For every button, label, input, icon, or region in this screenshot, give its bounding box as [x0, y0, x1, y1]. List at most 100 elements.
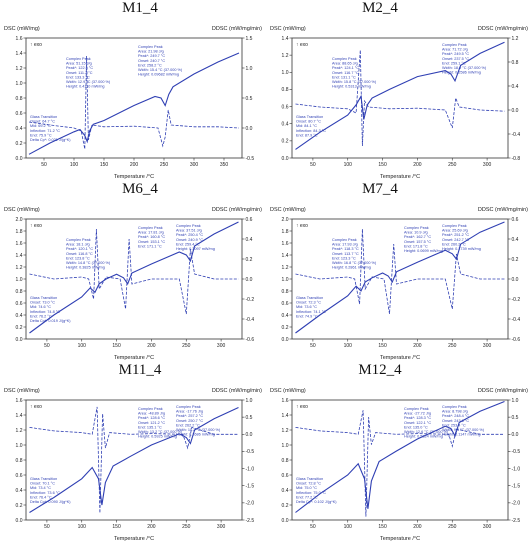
- x-axis-label: Temperature /°C: [114, 355, 154, 361]
- left-axis-label: DSC (mW/mg): [4, 207, 40, 213]
- x-tick-label: 200: [130, 162, 139, 168]
- y-tick-label: 1.0: [282, 277, 289, 283]
- left-axis-label: DSC (mW/mg): [270, 26, 306, 32]
- annotation-line: Mid: 69.2 °C: [30, 124, 51, 128]
- dsc-chart-m6: DSC (mW/mg) DDSC (mW/mg/min) ↑ exo Temperat…: [2, 203, 264, 361]
- y2-tick-label: -0.5: [246, 449, 255, 455]
- exo-indicator: ↑ exo: [30, 42, 42, 48]
- y2-tick-label: -0.4: [512, 317, 521, 323]
- y-tick-label: 0.0: [16, 337, 23, 343]
- y2-tick-label: -0.5: [246, 156, 255, 162]
- y-tick-label: 0.8: [282, 289, 289, 295]
- y-tick-label: 0.0: [16, 156, 23, 162]
- annotation-line: Width: 9.4 °C (37.000 %): [442, 428, 485, 432]
- y-tick-label: 0.6: [282, 473, 289, 479]
- right-axis-label: DDSC (mW/mg/min): [212, 26, 262, 32]
- annotation-line: End: 123.8 °C: [66, 256, 90, 260]
- y2-tick-label: 0.0: [512, 277, 519, 283]
- annotation-line: Area: -48.89 J/g: [138, 412, 165, 416]
- x-axis-label: Temperature /°C: [114, 174, 154, 180]
- annotation-line: Complex Peak: [138, 407, 163, 411]
- annotation-line: Mid: 73.6 °C: [296, 305, 317, 309]
- x-tick-label: 150: [112, 343, 121, 349]
- chart-svg: DSC (mW/mg) DDSC (mW/mg/min) ↑ exo Temperat…: [4, 388, 262, 542]
- annotation-line: Height: 0.4110 mW/mg: [66, 85, 105, 89]
- y-tick-label: 1.6: [16, 398, 23, 404]
- annotation-line: Height: 0.5824 mW/mg: [404, 435, 443, 439]
- y2-tick-label: 0.5: [246, 415, 253, 421]
- y-tick-label: 0.0: [282, 156, 289, 162]
- y-tick-label: 0.2: [282, 503, 289, 509]
- ddsc-series-line: [29, 228, 239, 315]
- annotation-line: Height: 0.3097 mW/mg: [176, 247, 215, 251]
- annotation-line: Onset: 121.2 °C: [138, 421, 165, 425]
- y-tick-label: 0.8: [16, 458, 23, 464]
- y-tick-label: 0.6: [16, 111, 23, 117]
- chart-svg: DSC (mW/mg) DDSC (mW/mg/min) ↑ exo Temperat…: [270, 388, 528, 542]
- annotation-line: Width: 13.2 °C (37.000 %): [138, 430, 183, 434]
- y-tick-label: 1.4: [282, 413, 289, 419]
- x-tick-label: 150: [378, 343, 387, 349]
- annotation-line: Onset: 242.7 °C: [442, 238, 469, 242]
- annotation-line: Complex Peak: [176, 224, 201, 228]
- x-tick-label: 100: [344, 524, 353, 530]
- x-tick-label: 300: [217, 343, 226, 349]
- y-tick-label: 1.8: [16, 229, 23, 235]
- y-tick-label: 0.4: [282, 488, 289, 494]
- x-tick-label: 200: [413, 343, 422, 349]
- right-axis-label: DDSC (mW/mg/min): [478, 26, 528, 32]
- annotation-line: End: 253.4 °C: [442, 423, 466, 427]
- x-axis-label: Temperature /°C: [380, 536, 420, 542]
- annotation-line: Inflection: 74.8 °C: [30, 310, 60, 314]
- annotation-line: Peak*: 250.4 °C: [176, 233, 203, 237]
- exo-indicator: ↑ exo: [296, 42, 308, 48]
- y2-tick-label: -0.5: [512, 449, 521, 455]
- annotation-line: Area: 18.1 J/g: [66, 243, 90, 247]
- y-tick-label: 1.2: [282, 428, 289, 434]
- annotation-line: Onset: 72.3 °C: [296, 301, 321, 305]
- panel-title-m11: M11_4: [118, 362, 162, 378]
- annotation-line: Glass Transition: [296, 296, 323, 300]
- annotation-line: Height: 0.3825 mW/mg: [66, 266, 105, 270]
- annotation-line: Delta Cp*: 0.102 J/(g*K): [296, 500, 337, 504]
- y2-tick-label: 0.0: [246, 277, 253, 283]
- y2-tick-label: 0.5: [512, 415, 519, 421]
- annotation-line: Area: 71.72 J/g: [442, 48, 468, 52]
- y2-tick-label: 0.8: [512, 60, 519, 66]
- annotation-line: Onset: 116.8 °C: [66, 252, 93, 256]
- panel-title-m7: M7_4: [362, 181, 398, 197]
- y-tick-label: 1.0: [282, 443, 289, 449]
- annotation-line: End: 76.2 °C: [30, 314, 52, 318]
- annotation-line: Width: 18.0 °C (37.000 %): [442, 66, 487, 70]
- annotation-line: Complex Peak: [442, 43, 467, 47]
- annotation-line: End: 123.3 °C: [332, 256, 356, 260]
- y-tick-label: 2.0: [282, 217, 289, 223]
- annotation-line: Height: 0.1686 mW/mg: [176, 433, 215, 437]
- annotation-line: Height: 0.1739 mW/mg: [442, 247, 481, 251]
- y2-tick-label: 0.2: [246, 257, 253, 263]
- y-tick-label: 1.8: [282, 229, 289, 235]
- x-tick-label: 250: [160, 162, 169, 168]
- x-tick-label: 350: [220, 162, 229, 168]
- dsc-chart-m11: DSC (mW/mg) DDSC (mW/mg/min) ↑ exo Temperat…: [2, 384, 264, 542]
- annotation-line: Onset: 73.0 °C: [30, 301, 55, 305]
- annotation-line: Complex Peak: [404, 226, 429, 230]
- annotation-line: Height: 0.5313 mW/mg: [332, 85, 371, 89]
- panel-title-m1: M1_4: [122, 0, 158, 16]
- y-tick-label: 1.4: [16, 253, 23, 259]
- y-tick-label: 1.0: [16, 443, 23, 449]
- panel-title-m12: M12_4: [358, 362, 402, 378]
- ddsc-series-line: [295, 228, 505, 315]
- y-tick-label: 0.0: [16, 518, 23, 524]
- x-tick-label: 250: [182, 524, 191, 530]
- y2-tick-label: -2.5: [512, 518, 521, 524]
- y2-tick-label: -2.0: [512, 501, 521, 507]
- exo-indicator: ↑ exo: [30, 404, 42, 410]
- y-tick-label: 1.2: [282, 53, 289, 59]
- annotation-line: End: 259.4 °C: [176, 242, 200, 246]
- y2-tick-label: -1.5: [512, 484, 521, 490]
- annotation-line: Complex Peak: [66, 57, 91, 61]
- dsc-chart-m7: DSC (mW/mg) DDSC (mW/mg/min) ↑ exo Temperat…: [268, 203, 530, 361]
- y-tick-label: 1.0: [16, 81, 23, 87]
- x-axis-label: Temperature /°C: [114, 536, 154, 542]
